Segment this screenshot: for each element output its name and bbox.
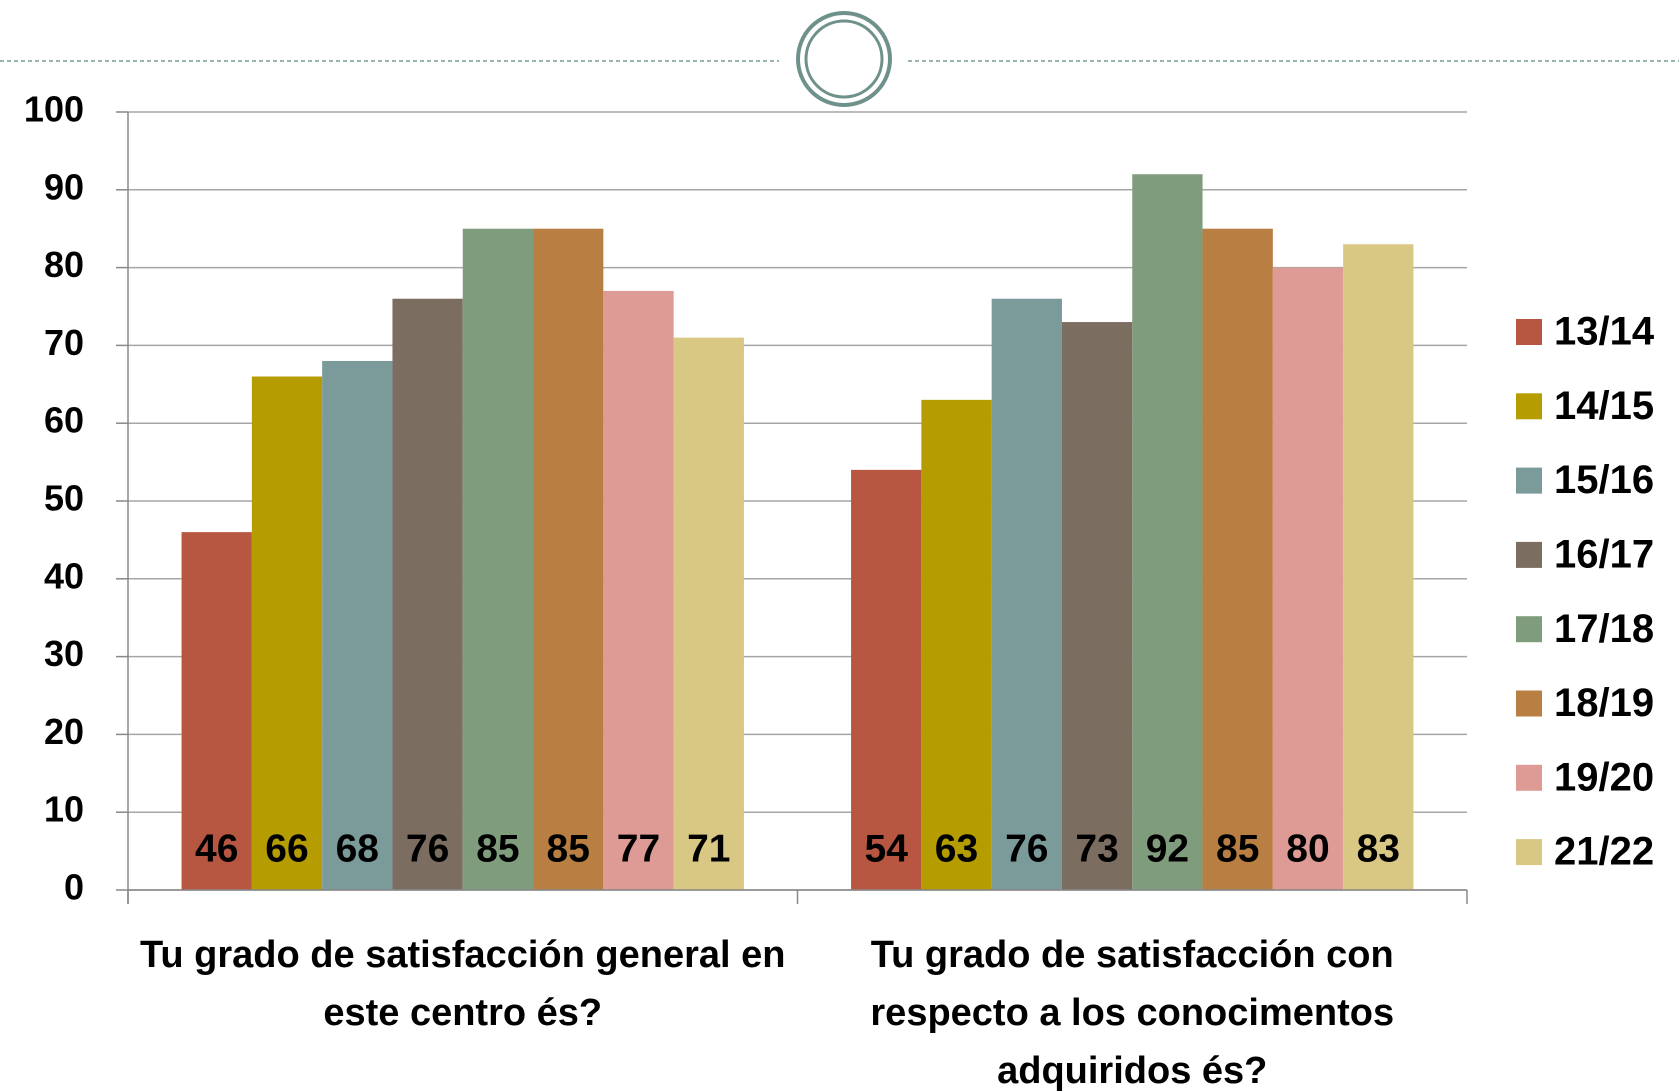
legend-swatch [1516,319,1542,345]
bar [462,228,534,890]
bar [181,532,252,890]
data-label: 77 [617,827,660,870]
legend-swatch [1516,393,1542,420]
data-label: 80 [1286,827,1329,870]
y-tick-label: 60 [44,400,84,441]
data-label: 71 [687,827,730,870]
bar [533,228,604,890]
legend-swatch [1516,616,1542,643]
data-label: 85 [476,827,519,870]
legend-swatch [1516,764,1542,791]
bar [1202,228,1273,890]
data-label: 73 [1075,827,1118,870]
legend-swatch [1516,467,1542,494]
decor-circle [804,19,884,99]
x-tick-label: Tu grado de satisfacción general en este… [140,934,786,1034]
data-label: 85 [547,827,590,870]
bar [991,298,1062,891]
bar [1061,322,1133,890]
legend-label: 16/17 [1554,532,1654,576]
data-label: 76 [1005,827,1048,870]
data-label: 92 [1146,827,1189,870]
bar [392,298,463,891]
bar [1272,267,1344,891]
y-tick-label: 90 [44,166,84,207]
y-tick-label: 40 [44,555,84,596]
data-label: 63 [935,827,978,870]
data-label: 85 [1216,827,1259,870]
y-tick-label: 20 [44,711,84,752]
data-label: 66 [265,827,308,870]
y-tick-label: 70 [44,322,84,363]
y-tick-label: 100 [24,89,84,130]
data-label: 68 [336,827,379,870]
y-tick-label: 0 [64,867,84,908]
legend-label: 18/19 [1554,681,1654,725]
bar [1343,244,1414,890]
legend-label: 15/16 [1554,458,1654,502]
data-label: 76 [406,827,449,870]
legend-label: 19/20 [1554,755,1654,799]
bar [673,337,744,890]
x-tick-label: Tu grado de satisfacción con respecto a … [870,934,1395,1091]
decor-circle [796,11,892,107]
bar [851,469,922,890]
legend-swatch [1516,541,1542,568]
y-tick-label: 10 [44,789,84,830]
legend-swatch [1516,839,1542,866]
data-label: 46 [195,827,238,870]
y-tick-label: 30 [44,633,84,674]
legend-swatch [1516,690,1542,717]
bar [251,376,323,890]
legend-label: 13/14 [1554,310,1655,354]
y-tick-label: 80 [44,244,84,285]
legend-label: 21/22 [1554,830,1654,874]
data-label: 54 [865,827,909,870]
y-tick-label: 50 [44,478,84,519]
legend-label: 17/18 [1554,607,1654,651]
bar [1132,174,1203,891]
bar [921,399,992,890]
bar [603,290,674,890]
bar [322,360,393,891]
legend-label: 14/15 [1554,384,1654,428]
data-label: 83 [1357,827,1400,870]
